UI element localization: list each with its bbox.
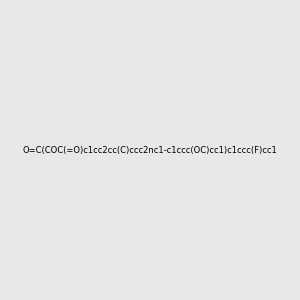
Text: O=C(COC(=O)c1cc2cc(C)ccc2nc1-c1ccc(OC)cc1)c1ccc(F)cc1: O=C(COC(=O)c1cc2cc(C)ccc2nc1-c1ccc(OC)cc… (22, 146, 278, 154)
